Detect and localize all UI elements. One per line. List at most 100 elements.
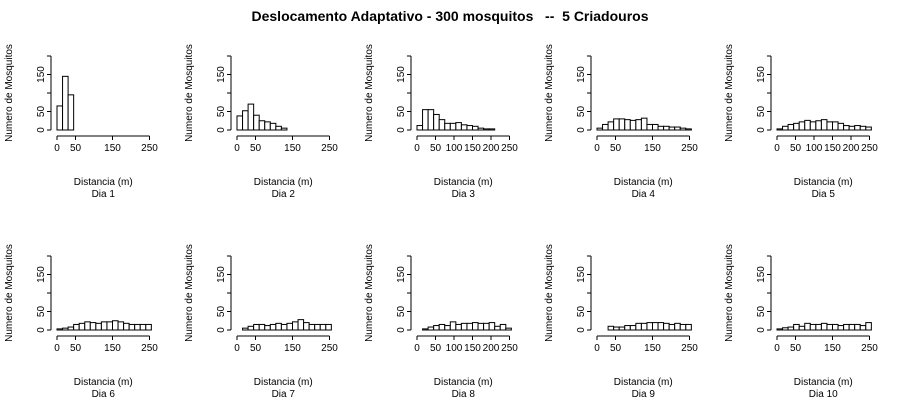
histogram-bar	[236, 115, 244, 131]
histogram-bar	[607, 325, 615, 331]
histogram-bar	[280, 323, 288, 331]
histogram-bar	[483, 322, 490, 331]
histogram-bar	[787, 326, 795, 331]
histogram-bar	[837, 325, 845, 331]
x-tick-label: 200	[483, 343, 500, 354]
histogram-bar	[297, 319, 305, 331]
y-tick-label: 0	[396, 127, 407, 133]
histogram-bar	[286, 322, 294, 331]
histogram-panel: 0 50 150 250 0 50 150 Numero de Mosquitos Distan…	[544, 244, 698, 400]
x-tick-label: 150	[104, 143, 121, 154]
x-tick-label: 0	[54, 143, 60, 154]
histogram-bar	[646, 322, 654, 331]
histogram-bar	[477, 127, 485, 131]
histogram-bar	[618, 326, 626, 331]
histogram-bar	[657, 125, 665, 131]
histogram-bar	[247, 103, 255, 131]
y-tick-label: 0	[36, 127, 47, 133]
y-tick-label: 50	[216, 106, 227, 118]
y-tick-label: 0	[576, 127, 587, 133]
x-tick-label: 250	[141, 343, 158, 354]
histogram-bar	[134, 323, 141, 331]
x-axis-label: Distancia (m)	[794, 177, 853, 188]
histogram-bar	[679, 127, 687, 131]
histogram-bar	[815, 120, 822, 131]
x-tick-label: 150	[284, 343, 301, 354]
histogram-bar	[679, 323, 687, 331]
histogram-bar	[629, 325, 637, 331]
histogram-bar	[832, 323, 839, 331]
histogram-bar	[652, 123, 659, 131]
histogram-panel: 0 50 150 250 0 50 150 Numero de Mosquitos Distan…	[184, 244, 338, 400]
histogram-bar	[438, 119, 446, 131]
x-axis-label: Distancia (m)	[74, 177, 133, 188]
y-tick-label: 50	[576, 106, 587, 118]
y-axis-label: Numero de Mosquitos	[4, 44, 15, 142]
panel-subtitle: Dia 9	[632, 389, 656, 400]
histogram-bar	[433, 113, 440, 131]
histogram-bar	[674, 126, 681, 131]
histogram-bar	[613, 326, 620, 331]
histogram-bar	[848, 323, 856, 331]
x-axis-label: Distancia (m)	[74, 377, 133, 388]
histogram-bar	[56, 105, 64, 131]
histogram-bar	[314, 323, 321, 331]
histogram-bar	[848, 125, 856, 131]
histogram-bar	[635, 322, 642, 331]
histogram-bar	[668, 323, 676, 331]
panel-subtitle: Dia 6	[92, 389, 116, 400]
panel-subtitle: Dia 10	[809, 389, 838, 400]
histogram-bar	[258, 323, 266, 331]
histogram-bar	[820, 322, 828, 331]
y-tick-label: 0	[756, 327, 767, 333]
x-tick-label: 0	[234, 143, 240, 154]
x-tick-label: 150	[104, 343, 121, 354]
x-tick-label: 0	[414, 143, 420, 154]
y-tick-label: 150	[396, 66, 407, 83]
x-tick-label: 150	[464, 343, 481, 354]
histogram-bar	[596, 127, 604, 131]
histogram-bar	[809, 323, 817, 331]
histogram-bar	[624, 119, 631, 131]
histogram-bar	[820, 119, 828, 131]
histogram-bar	[624, 325, 631, 331]
panel-subtitle: Dia 4	[632, 189, 656, 200]
histogram-bar	[618, 118, 626, 131]
y-tick-label: 50	[216, 306, 227, 318]
histogram-bar	[466, 322, 474, 331]
x-tick-label: 50	[70, 143, 82, 154]
y-tick-label: 50	[756, 306, 767, 318]
histogram-bar	[416, 125, 424, 131]
histogram-bar	[106, 321, 113, 331]
x-tick-label: 200	[483, 143, 500, 154]
x-tick-label: 200	[843, 143, 860, 154]
histogram-bar	[854, 323, 861, 331]
y-axis-label: Numero de Mosquitos	[184, 244, 195, 342]
histogram-bar	[438, 323, 446, 331]
x-axis-label: Distancia (m)	[794, 377, 853, 388]
x-tick-label: 250	[681, 343, 698, 354]
y-axis-label: Numero de Mosquitos	[724, 44, 735, 142]
y-tick-label: 150	[576, 66, 587, 83]
y-tick-label: 0	[576, 327, 587, 333]
histogram-bar	[663, 322, 670, 331]
panel-subtitle: Dia 2	[272, 189, 296, 200]
histogram-bar	[859, 325, 867, 331]
histogram-bar	[613, 118, 620, 131]
histogram-bar	[275, 125, 282, 131]
x-tick-label: 150	[644, 343, 661, 354]
histogram-bar	[319, 323, 327, 331]
x-tick-label: 50	[250, 143, 262, 154]
y-tick-label: 150	[36, 66, 47, 83]
histogram-bar	[145, 323, 152, 331]
histogram-bar	[793, 122, 800, 131]
histogram-bar	[280, 127, 288, 131]
y-tick-label: 50	[36, 306, 47, 318]
histogram-bar	[629, 119, 637, 131]
x-tick-label: 150	[644, 143, 661, 154]
histogram-bar	[782, 327, 789, 331]
histogram-bar	[640, 117, 648, 131]
histogram-bar	[427, 326, 435, 331]
histogram-bar	[112, 320, 119, 331]
histogram-bar	[444, 122, 451, 131]
